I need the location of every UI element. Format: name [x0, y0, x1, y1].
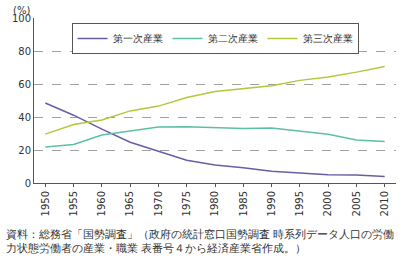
svg-text:(%): (%) — [13, 5, 30, 16]
svg-text:1985: 1985 — [238, 191, 249, 216]
svg-text:20: 20 — [18, 145, 31, 156]
svg-text:2000: 2000 — [322, 191, 333, 216]
svg-text:100: 100 — [12, 13, 31, 24]
svg-text:0: 0 — [25, 178, 31, 189]
svg-text:40: 40 — [18, 112, 31, 123]
svg-text:1970: 1970 — [153, 191, 164, 216]
html-text:資料：総務省「国勢調査」（政府の統計窓口国勢調査 時系列デー: 資料：総務省「国勢調査」（政府の統計窓口国勢調査 時系列データ人口の労働力状態労… — [6, 228, 395, 255]
svg-text:第一次産業: 第一次産業 — [113, 33, 163, 44]
svg-text:80: 80 — [18, 46, 31, 57]
svg-text:第三次産業: 第三次産業 — [303, 33, 353, 44]
svg-text:1955: 1955 — [68, 191, 79, 216]
svg-text:2005: 2005 — [351, 191, 362, 216]
svg-text:60: 60 — [18, 79, 31, 90]
svg-text:1980: 1980 — [209, 191, 220, 216]
svg-text:2010: 2010 — [379, 191, 390, 216]
svg-text:1975: 1975 — [181, 191, 192, 216]
svg-text:1950: 1950 — [40, 191, 51, 216]
svg-text:1960: 1960 — [96, 191, 107, 216]
svg-text:1965: 1965 — [124, 191, 135, 216]
svg-text:1995: 1995 — [294, 191, 305, 216]
svg-text:第二次産業: 第二次産業 — [208, 33, 258, 44]
svg-text:1990: 1990 — [266, 191, 277, 216]
